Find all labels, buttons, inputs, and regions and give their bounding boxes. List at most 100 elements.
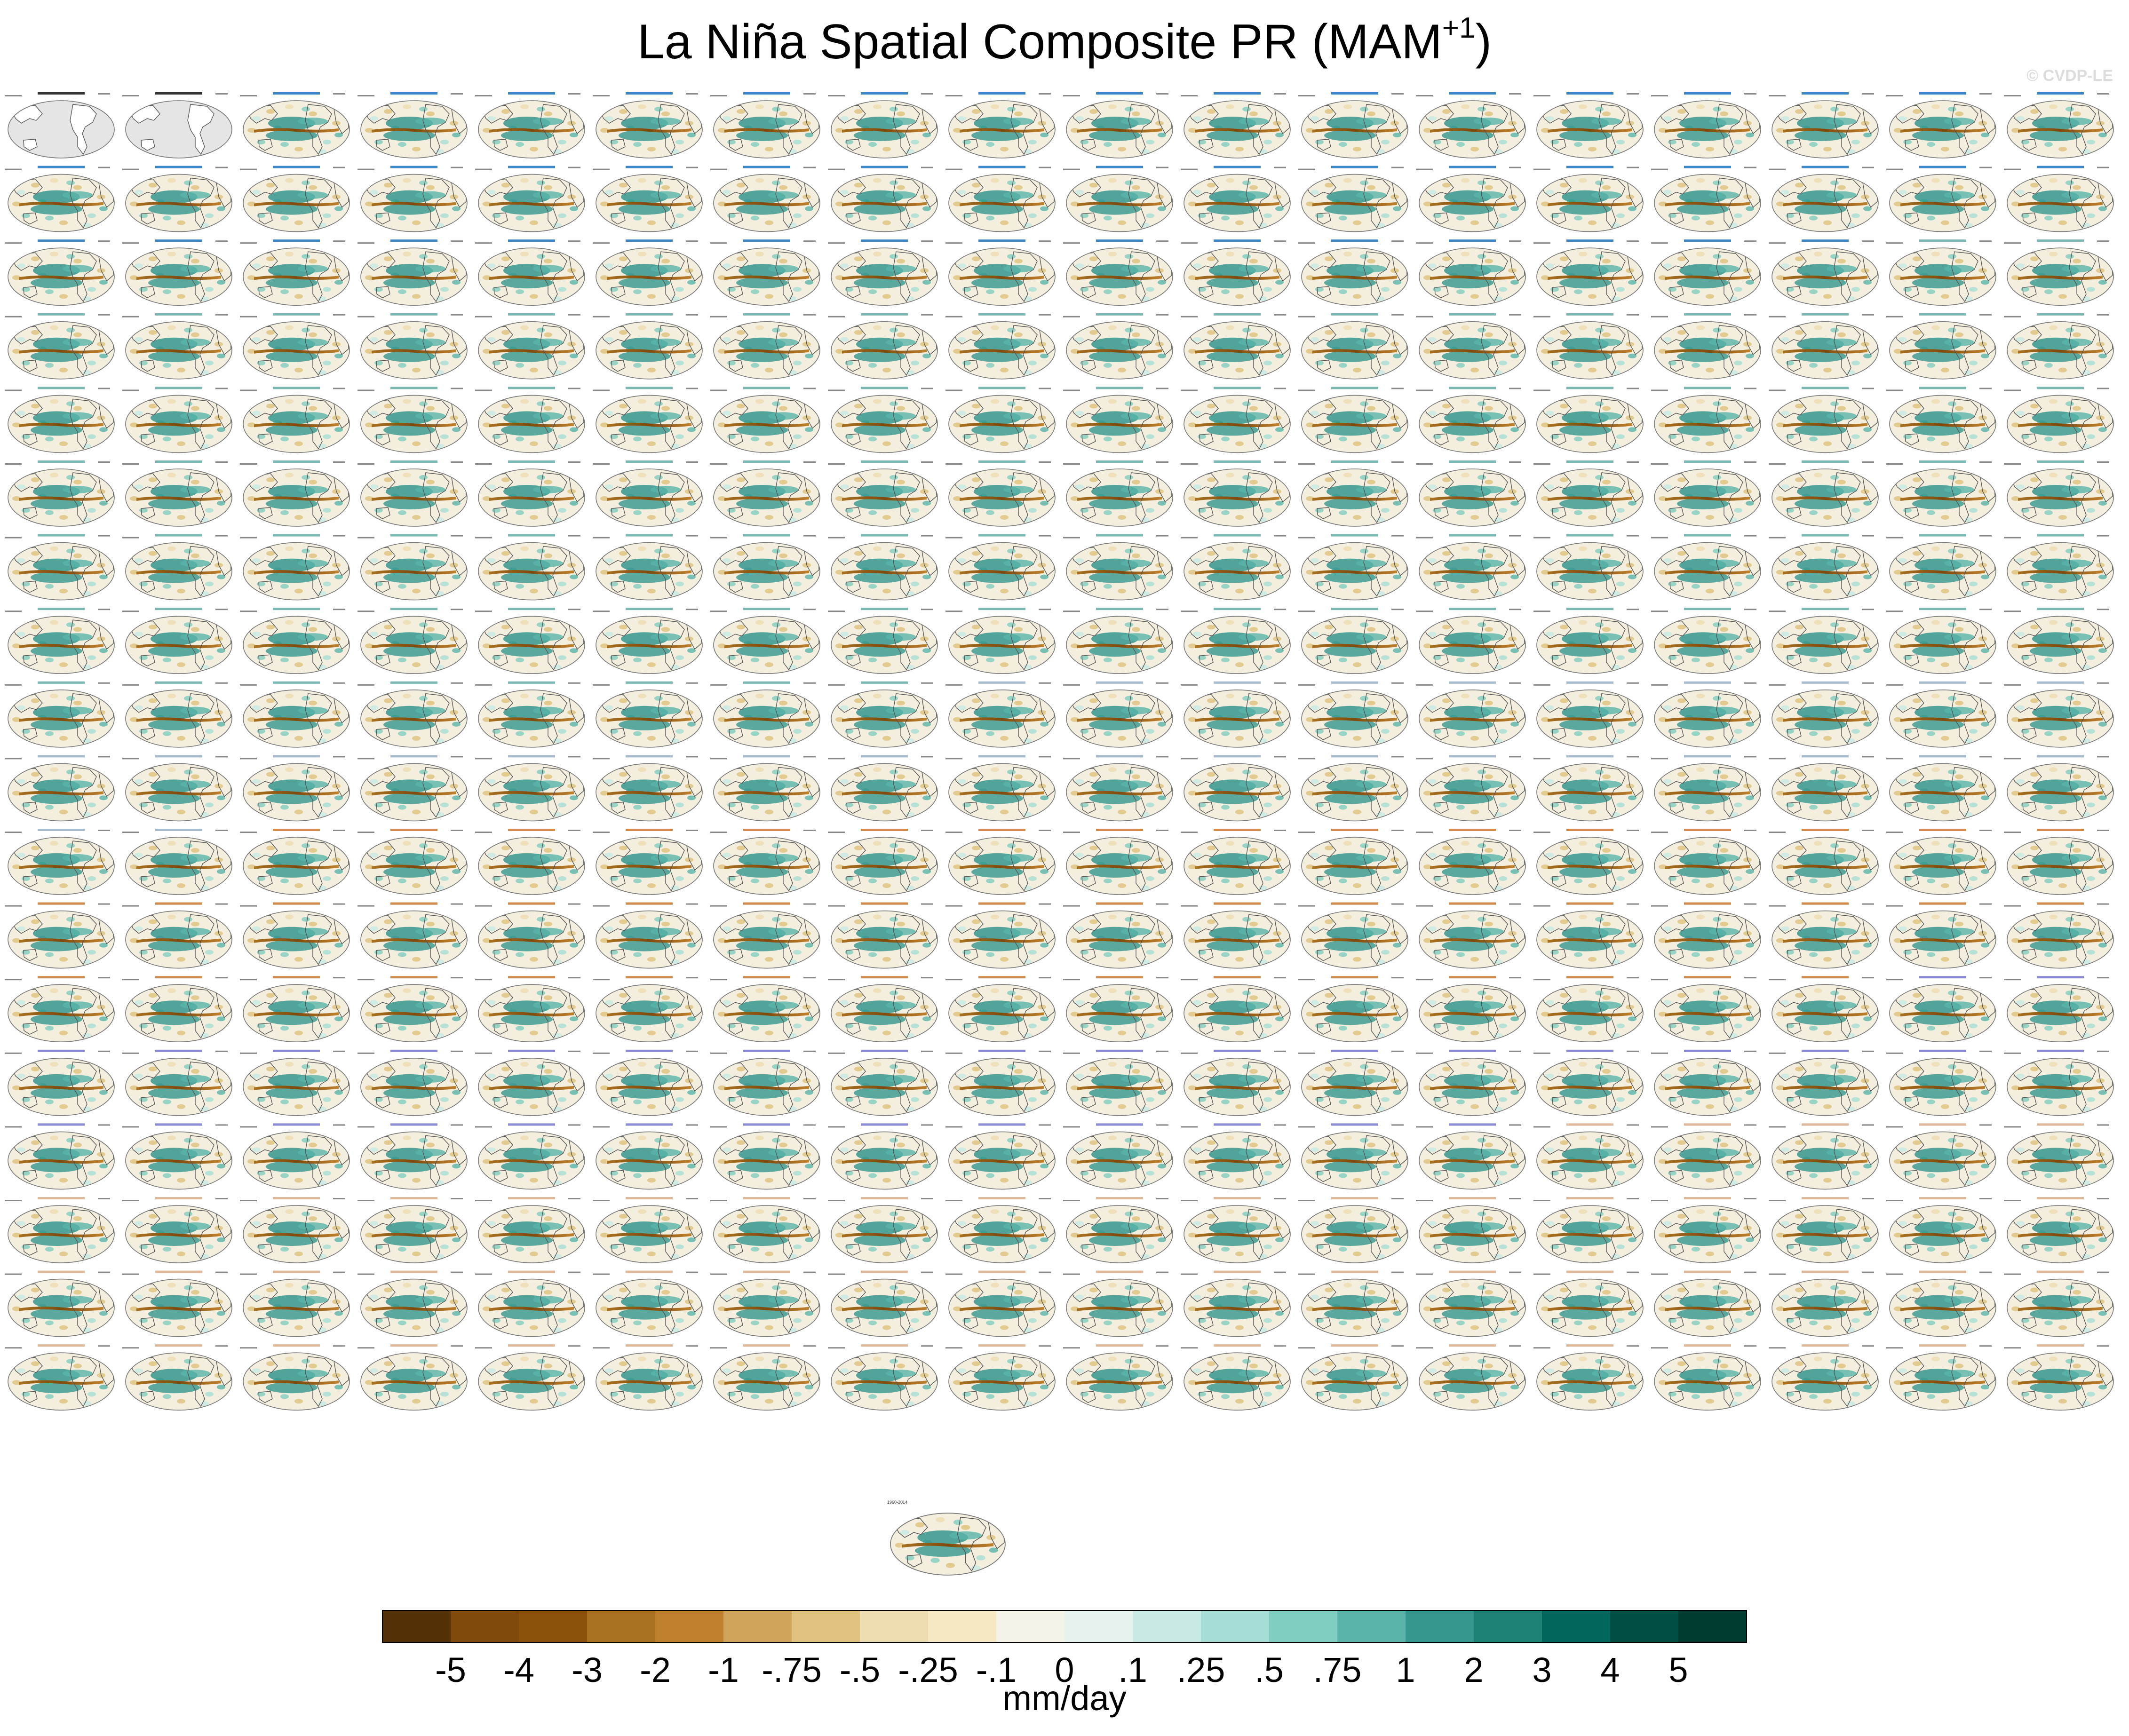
- map-panel: [945, 829, 1056, 896]
- map-panel: [2004, 681, 2114, 748]
- panel-header: [1449, 1197, 1496, 1199]
- map-panel: [475, 755, 586, 822]
- panel-period-mark: [593, 1126, 610, 1128]
- map-panel: [593, 534, 703, 601]
- panel-period-mark: [1298, 316, 1315, 317]
- map-panel: [2004, 1123, 2114, 1190]
- panel-stat: [568, 977, 580, 979]
- panel-stat: [1979, 388, 1992, 389]
- map-panel: [475, 534, 586, 601]
- panel-stat: [1979, 314, 1992, 316]
- map-panel-extra: 1960-2014: [887, 1500, 1006, 1576]
- map-panel: [1298, 166, 1409, 233]
- panel-header: [626, 829, 673, 831]
- map-panel: [1533, 1123, 1644, 1190]
- panel-stat: [686, 1345, 698, 1347]
- panel-period-mark: [1416, 1126, 1433, 1128]
- panel-stat: [1039, 756, 1051, 758]
- panel-period-mark: [357, 537, 374, 539]
- panel-header: [1802, 608, 1849, 610]
- map-panel: [1533, 166, 1644, 233]
- panel-header: [1214, 976, 1261, 979]
- panel-stat: [1274, 1124, 1286, 1126]
- panel-period-mark: [1533, 684, 1550, 686]
- panel-stat: [686, 977, 698, 979]
- panel-header: [743, 534, 790, 537]
- panel-period-mark: [1886, 832, 1903, 833]
- map-panel: [710, 313, 821, 380]
- panel-period-mark: [357, 1052, 374, 1054]
- panel-stat: [1979, 903, 1992, 905]
- panel-header: [508, 239, 555, 242]
- panel-period-mark: [828, 168, 845, 170]
- map-panel: [593, 166, 703, 233]
- map-panel: [5, 976, 115, 1043]
- map-panel: [122, 1049, 233, 1117]
- panel-header: [861, 1344, 908, 1347]
- map-panel: [828, 755, 938, 822]
- panel-header: [1919, 976, 1966, 979]
- map-panel: [475, 1197, 586, 1264]
- panel-stat: [921, 609, 933, 610]
- map-panel: [1181, 1123, 1291, 1190]
- panel-stat: [215, 1050, 228, 1052]
- panel-stat: [451, 388, 463, 389]
- panel-header: [1449, 239, 1496, 242]
- panel-header: [1214, 239, 1261, 242]
- panel-period-mark: [1298, 1126, 1315, 1128]
- panel-header: [1214, 460, 1261, 463]
- panel-header: [1802, 902, 1849, 905]
- panel-stat: [1391, 1124, 1404, 1126]
- map-panel: [1886, 313, 1997, 380]
- panel-period-mark: [1651, 95, 1668, 96]
- panel-period-mark: [357, 832, 374, 833]
- panel-stat: [215, 756, 228, 758]
- panel-stat: [1744, 314, 1756, 316]
- panel-stat: [921, 535, 933, 537]
- title-close: ): [1475, 15, 1492, 69]
- panel-header: [155, 166, 202, 168]
- panel-header: [1919, 313, 1966, 316]
- map-panel: [1416, 902, 1526, 969]
- map-panel: [1533, 1049, 1644, 1117]
- panel-header: [1802, 1270, 1849, 1273]
- panel-period-mark: [1886, 242, 1903, 244]
- panel-period-mark: [945, 1273, 962, 1275]
- panel-stat: [1744, 756, 1756, 758]
- map-panel: [5, 1270, 115, 1338]
- map-panel: [1416, 460, 1526, 527]
- panel-header: [2037, 1197, 2084, 1199]
- map-panel: [828, 166, 938, 233]
- panel-stat: [2097, 240, 2109, 242]
- panel-header: [2037, 1049, 2084, 1052]
- panel-stat: [451, 1124, 463, 1126]
- panel-stat: [2097, 1271, 2109, 1273]
- panel-period-mark: [357, 684, 374, 686]
- panel-stat: [686, 756, 698, 758]
- panel-stat: [921, 166, 933, 168]
- panel-header: [743, 1049, 790, 1052]
- panel-period-mark: [1298, 168, 1315, 170]
- panel-header: [1214, 387, 1261, 389]
- panel-period-mark: [1651, 1347, 1668, 1349]
- panel-header: [508, 902, 555, 905]
- panel-header: [1331, 239, 1378, 242]
- panel-stat: [1274, 93, 1286, 95]
- panel-header: [626, 460, 673, 463]
- panel-header: [861, 313, 908, 316]
- map-panel: [1063, 976, 1174, 1043]
- map-panel: [1769, 313, 1879, 380]
- panel-period-mark: [1063, 610, 1080, 612]
- map-panel: [1181, 1197, 1291, 1264]
- panel-period-mark: [240, 610, 257, 612]
- panel-header: [1919, 460, 1966, 463]
- colorbar-swatch: [860, 1610, 929, 1642]
- panel-header: [1096, 1197, 1143, 1199]
- panel-stat: [1391, 535, 1404, 537]
- map-panel: [1533, 755, 1644, 822]
- panel-stat: [333, 535, 345, 537]
- map-panel: [1298, 902, 1409, 969]
- panel-header: [1919, 166, 1966, 168]
- panel-stat: [1509, 535, 1521, 537]
- panel-header: [1566, 166, 1613, 168]
